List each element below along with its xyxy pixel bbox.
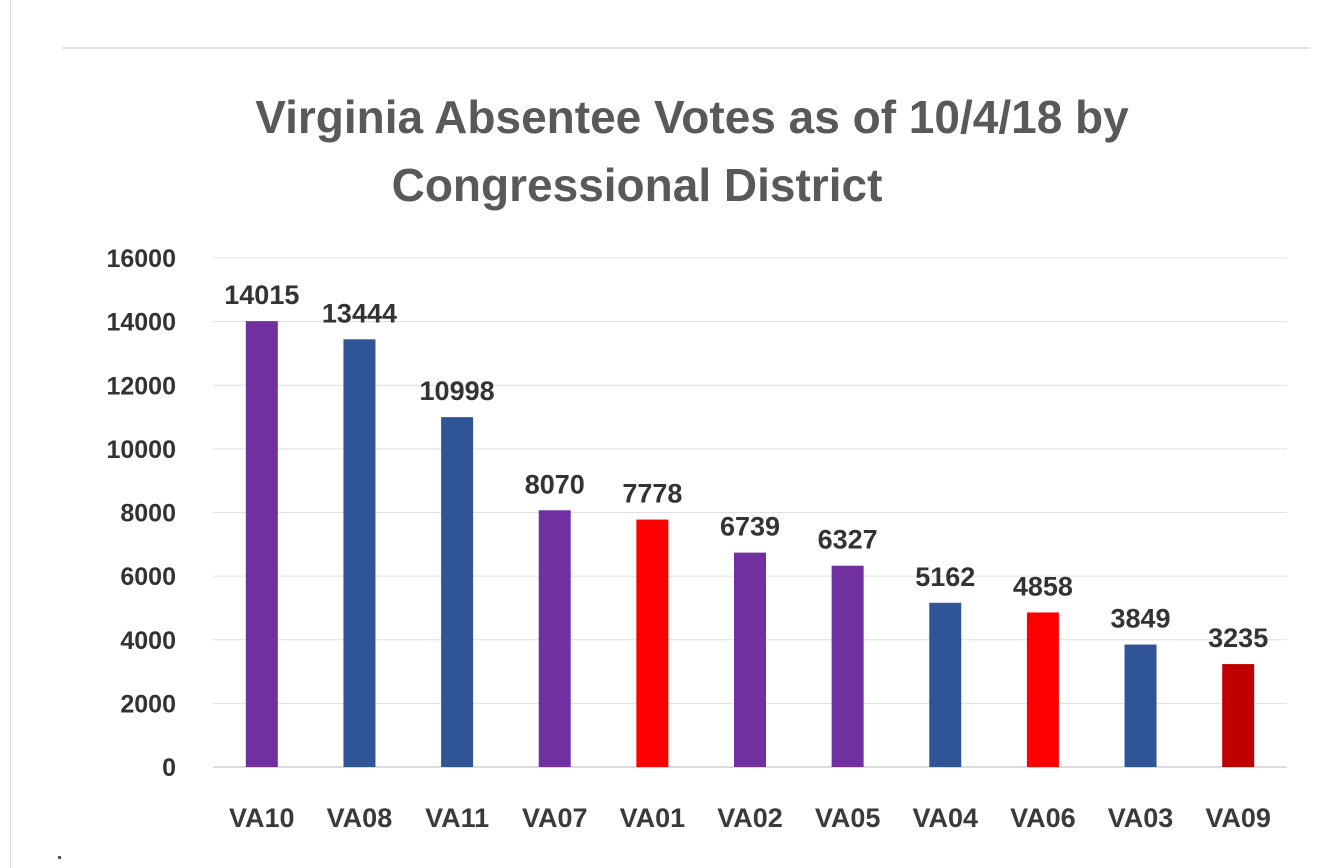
x-tick-label-va06: VA06: [1010, 803, 1076, 833]
data-label-va02: 6739: [720, 512, 780, 542]
x-tick-label-va01: VA01: [620, 803, 686, 833]
data-label-va03: 3849: [1111, 604, 1171, 634]
x-tick-label-va07: VA07: [522, 803, 588, 833]
bar-va08: [343, 339, 376, 767]
bar-va03: [1124, 644, 1157, 767]
data-label-va04: 5162: [915, 562, 975, 592]
y-tick-label-8000: 8000: [120, 500, 176, 528]
x-tick-label-va08: VA08: [327, 803, 393, 833]
bars: [245, 321, 1255, 767]
chart-title: Virginia Absentee Votes as of 10/4/18 by…: [0, 83, 1344, 219]
data-label-va09: 3235: [1208, 623, 1268, 653]
y-tick-label-12000: 12000: [106, 372, 176, 400]
data-label-va11: 10998: [420, 376, 495, 406]
x-tick-label-va04: VA04: [912, 803, 978, 833]
bar-va06: [1026, 612, 1059, 767]
data-label-va08: 13444: [322, 298, 397, 328]
x-tick-label-va02: VA02: [717, 803, 783, 833]
data-labels: 14015 13444 10998 8070 7778 6739 6327 5162 4858 3…: [224, 280, 1268, 653]
x-tick-label-va03: VA03: [1108, 803, 1174, 833]
bar-va10: [245, 321, 278, 767]
bar-va07: [538, 510, 571, 767]
top-divider: [62, 47, 1310, 49]
y-axis: 0 2000 4000 6000 8000 10000 12000 14000 16000: [106, 245, 176, 782]
data-label-va10: 14015: [224, 280, 299, 310]
x-tick-label-va09: VA09: [1205, 803, 1271, 833]
y-tick-label-4000: 4000: [120, 627, 176, 655]
x-tick-label-va10: VA10: [229, 803, 295, 833]
y-tick-label-16000: 16000: [106, 245, 176, 273]
bar-va11: [441, 417, 474, 767]
chart-title-line-2: Congressional District: [391, 159, 883, 211]
bar-va01: [636, 519, 669, 767]
bar-va04: [929, 602, 962, 767]
window-left-edge: [0, 0, 11, 868]
stray-dot: [58, 856, 61, 859]
data-label-va06: 4858: [1013, 571, 1073, 601]
bar-va05: [831, 565, 864, 767]
y-tick-label-0: 0: [162, 754, 176, 782]
x-tick-label-va05: VA05: [815, 803, 881, 833]
x-axis: VA10 VA08 VA11 VA07 VA01 VA02 VA05 VA04 VA06 VA03…: [229, 803, 1271, 833]
y-tick-label-10000: 10000: [106, 436, 176, 464]
chart-title-line-1: Virginia Absentee Votes as of 10/4/18 by: [255, 91, 1129, 143]
y-tick-label-6000: 6000: [120, 563, 176, 591]
data-label-va01: 7778: [622, 479, 682, 509]
data-label-va05: 6327: [818, 525, 878, 555]
data-label-va07: 8070: [525, 469, 585, 499]
y-tick-label-14000: 14000: [106, 309, 176, 337]
x-tick-label-va11: VA11: [425, 803, 489, 833]
y-tick-label-2000: 2000: [120, 690, 176, 718]
bar-va02: [734, 552, 766, 767]
bar-va09: [1222, 664, 1255, 767]
